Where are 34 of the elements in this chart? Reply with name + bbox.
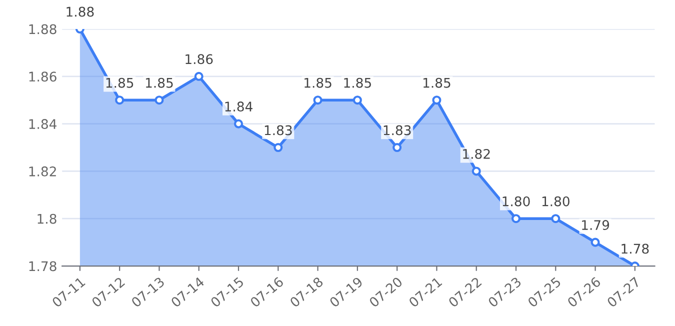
data-label: 1.80 xyxy=(542,196,570,206)
point xyxy=(274,143,283,152)
data-label: 1.79 xyxy=(582,220,610,230)
data-label: 1.85 xyxy=(106,78,134,88)
point xyxy=(472,166,481,176)
point xyxy=(313,96,322,105)
point xyxy=(115,96,124,105)
y-tick-label: 1.82 xyxy=(29,166,56,176)
data-label: 1.85 xyxy=(344,78,371,88)
data-label: 1.85 xyxy=(423,78,450,88)
y-tick-label: 1.84 xyxy=(29,119,56,130)
point xyxy=(432,96,442,105)
data-label: 1.82 xyxy=(463,148,490,159)
data-label: 1.78 xyxy=(622,244,649,254)
y-tick-label: 1.78 xyxy=(29,261,56,272)
point xyxy=(392,143,402,152)
data-label: 1.88 xyxy=(66,6,94,17)
y-tick-label: 1.88 xyxy=(29,24,56,34)
data-label: 1.85 xyxy=(304,78,332,88)
y-tick-label: 1.86 xyxy=(29,72,56,82)
data-label: 1.80 xyxy=(502,196,530,206)
data-label: 1.86 xyxy=(186,54,213,64)
point xyxy=(551,214,560,224)
point xyxy=(154,96,164,105)
data-label: 1.83 xyxy=(264,125,292,136)
point xyxy=(511,214,521,224)
point xyxy=(234,119,244,128)
point xyxy=(590,238,600,247)
y-tick-label: 1.8 xyxy=(38,214,56,224)
data-label: 1.83 xyxy=(384,125,411,136)
point xyxy=(352,96,362,105)
data-label: 1.84 xyxy=(225,102,252,112)
point xyxy=(194,72,204,81)
data-label: 1.85 xyxy=(146,78,173,88)
